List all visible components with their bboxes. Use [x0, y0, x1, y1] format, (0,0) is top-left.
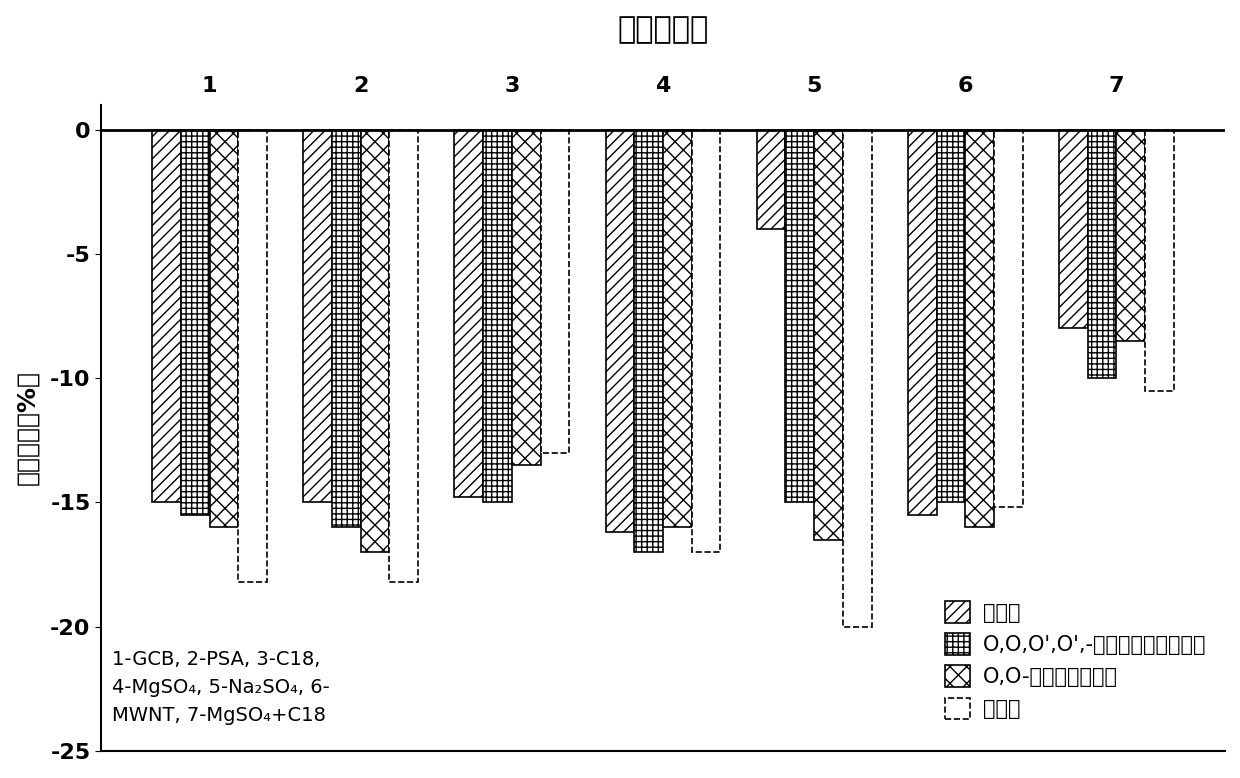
Bar: [238, 129, 267, 582]
Bar: [936, 129, 965, 503]
Bar: [332, 129, 361, 527]
Bar: [692, 129, 720, 552]
Bar: [304, 129, 332, 503]
Text: 1-GCB, 2-PSA, 3-C18,
4-MgSO₄, 5-Na₂SO₄, 6-
MWNT, 7-MgSO₄+C18: 1-GCB, 2-PSA, 3-C18, 4-MgSO₄, 5-Na₂SO₄, …: [113, 650, 330, 725]
Bar: [1116, 129, 1146, 341]
Bar: [1087, 129, 1116, 378]
Y-axis label: 基质效应（%）: 基质效应（%）: [15, 370, 38, 485]
Bar: [663, 129, 692, 527]
Bar: [153, 129, 181, 503]
Legend: 辛硫磷, O,O,O',O',-四乙基二硫逐磷酸酯, O,O-二乙基硫代磷酸, 辛氧磷: 辛硫磷, O,O,O',O',-四乙基二硫逐磷酸酯, O,O-二乙基硫代磷酸, …: [937, 593, 1215, 727]
Title: 不同净化剂: 不同净化剂: [618, 15, 708, 44]
Bar: [994, 129, 1023, 507]
Bar: [361, 129, 389, 552]
Bar: [635, 129, 663, 552]
Bar: [1059, 129, 1087, 328]
Bar: [785, 129, 815, 503]
Bar: [541, 129, 569, 453]
Bar: [454, 129, 484, 497]
Bar: [389, 129, 418, 582]
Bar: [210, 129, 238, 527]
Bar: [843, 129, 872, 627]
Bar: [512, 129, 541, 465]
Bar: [965, 129, 994, 527]
Bar: [1146, 129, 1174, 391]
Bar: [756, 129, 785, 229]
Bar: [815, 129, 843, 540]
Bar: [181, 129, 210, 515]
Bar: [908, 129, 936, 515]
Bar: [605, 129, 635, 532]
Bar: [484, 129, 512, 503]
